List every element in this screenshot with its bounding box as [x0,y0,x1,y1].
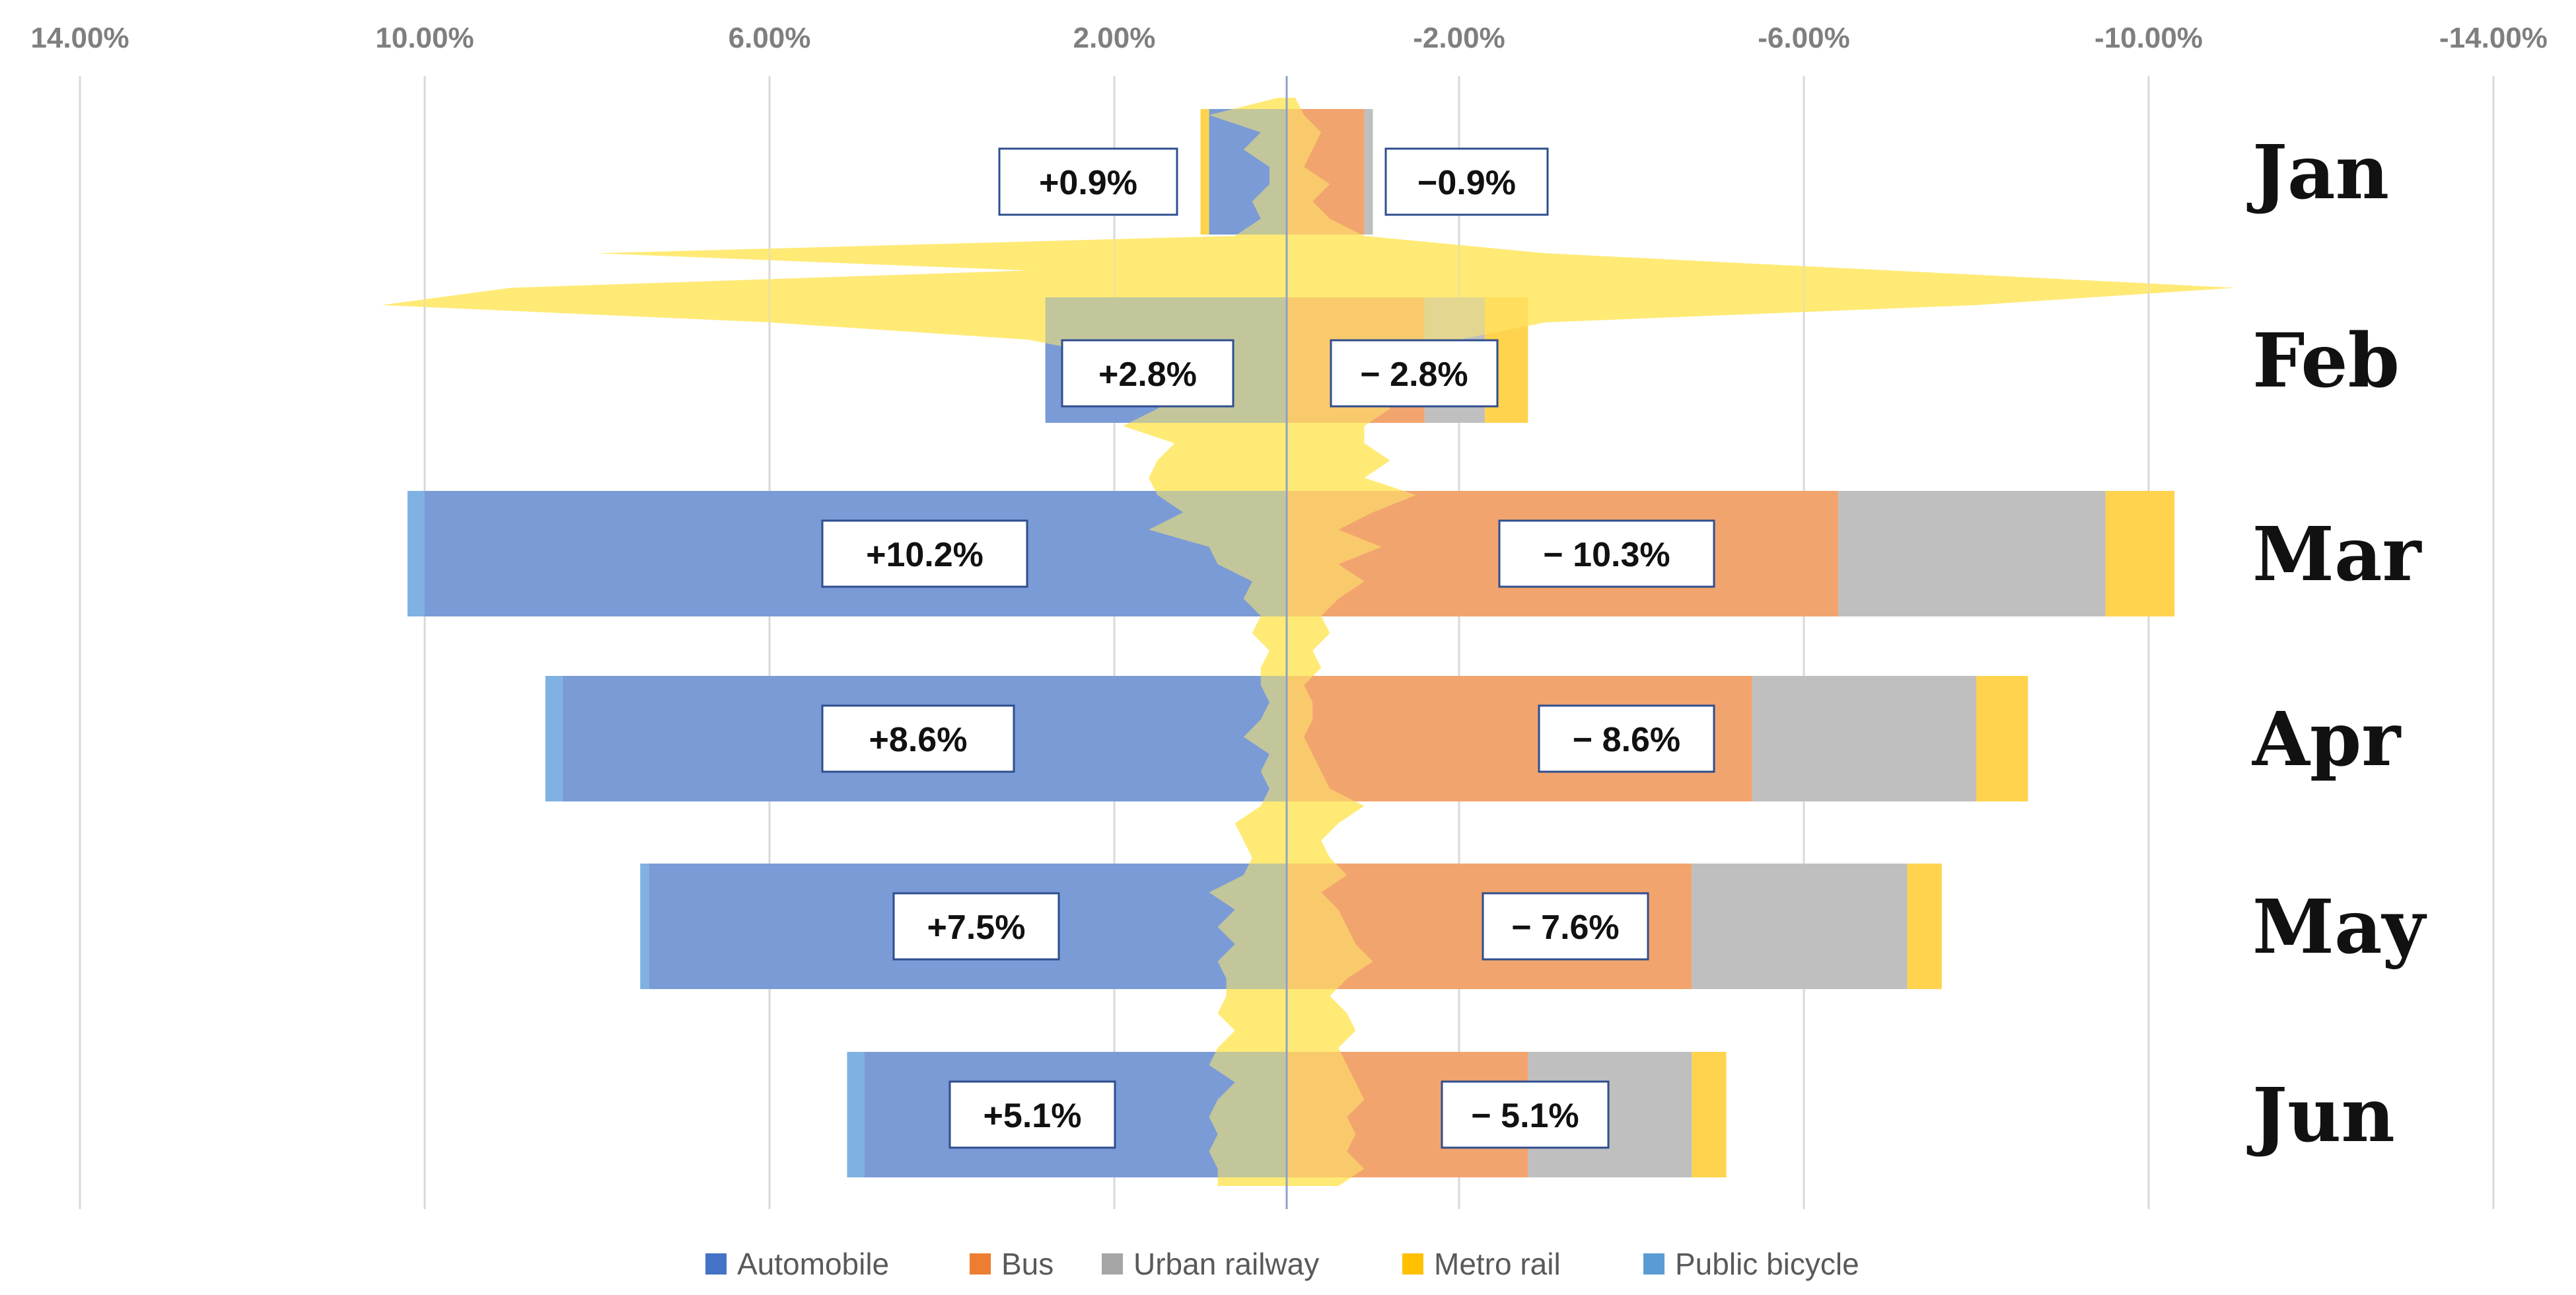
net-change-left-label: +10.2% [866,536,984,574]
net-change-left-label-box [821,704,1015,773]
net-change-right-label: − 8.6% [1573,721,1680,759]
daily-variation-overlay [381,98,2235,1186]
net-change-left-label: +5.1% [984,1097,1082,1135]
bar-segment-public-bicycle [545,676,563,801]
net-change-left-label-box [892,892,1060,961]
bar-segment-urban-railway [1838,491,2106,616]
x-tick-label: -6.00% [1758,22,1849,54]
category-label: May [2252,884,2427,971]
legend-label: Urban railway [1133,1247,1319,1281]
net-change-left-label: +2.8% [1098,355,1197,394]
bar-segment-public-bicycle [640,864,649,989]
category-label: Mar [2252,511,2423,598]
net-change-right-label: − 10.3% [1543,536,1670,574]
net-change-left-label: +8.6% [869,721,968,759]
bar-segment-public-bicycle [407,491,425,616]
legend-item: Public bicycle [1643,1247,1859,1281]
net-change-right-label-box [1538,704,1715,773]
net-change-right-label-box [1498,519,1715,588]
legend-swatch [1102,1253,1123,1275]
legend-label: Metro rail [1434,1247,1561,1281]
category-label: Feb [2252,318,2400,404]
net-change-left-label-box [1061,339,1234,408]
net-change-left-label-box [998,147,1178,216]
legend-swatch [705,1253,727,1275]
net-change-left-label: +7.5% [927,908,1026,947]
bar-segment-metro-rail [2105,491,2175,616]
legend-item: Metro rail [1402,1247,1561,1281]
net-change-right-label-box [1441,1080,1610,1149]
net-change-right-label: −0.9% [1417,164,1516,202]
bar-segment-metro-rail [1692,1052,1727,1177]
legend-label: Bus [1001,1247,1054,1281]
category-label: Apr [2252,696,2402,783]
legend-item: Urban railway [1102,1247,1319,1281]
x-tick-label: 14.00% [30,22,129,54]
net-change-left-label-box [948,1080,1116,1149]
bar-segment-urban-railway [1364,109,1373,235]
net-change-right-label-box [1384,147,1549,216]
x-tick-label: -2.00% [1413,22,1505,54]
x-tick-label: 6.00% [729,22,811,54]
net-change-left-label: +0.9% [1039,164,1137,202]
net-change-right-label-box [1482,892,1649,961]
legend-swatch [1402,1253,1423,1275]
legend-swatch [970,1253,991,1275]
bar-segment-urban-railway [1752,676,1976,801]
bar-segment-public-bicycle [847,1052,865,1177]
bar-segment-metro-rail [1976,676,2028,801]
legend-item: Automobile [705,1247,889,1281]
net-change-right-label: − 7.6% [1511,908,1619,947]
category-label: Jun [2246,1072,2395,1159]
category-label: Jan [2246,130,2389,216]
net-change-right-label-box [1330,339,1499,408]
net-change-right-label: − 2.8% [1360,355,1468,394]
bar-segment-urban-railway [1692,864,1908,989]
legend-label: Automobile [737,1247,889,1281]
x-tick-label: -14.00% [2439,22,2548,54]
bar-segment-metro-rail [1200,109,1209,235]
x-tick-label: 2.00% [1073,22,1156,54]
net-change-left-label-box [821,519,1028,588]
legend-item: Bus [970,1247,1054,1281]
x-tick-label: 10.00% [375,22,474,54]
bar-segment-metro-rail [1907,864,1942,989]
legend-label: Public bicycle [1675,1247,1859,1281]
net-change-right-label: − 5.1% [1471,1097,1579,1135]
legend-swatch [1643,1253,1664,1275]
x-tick-label: -10.00% [2094,22,2203,54]
